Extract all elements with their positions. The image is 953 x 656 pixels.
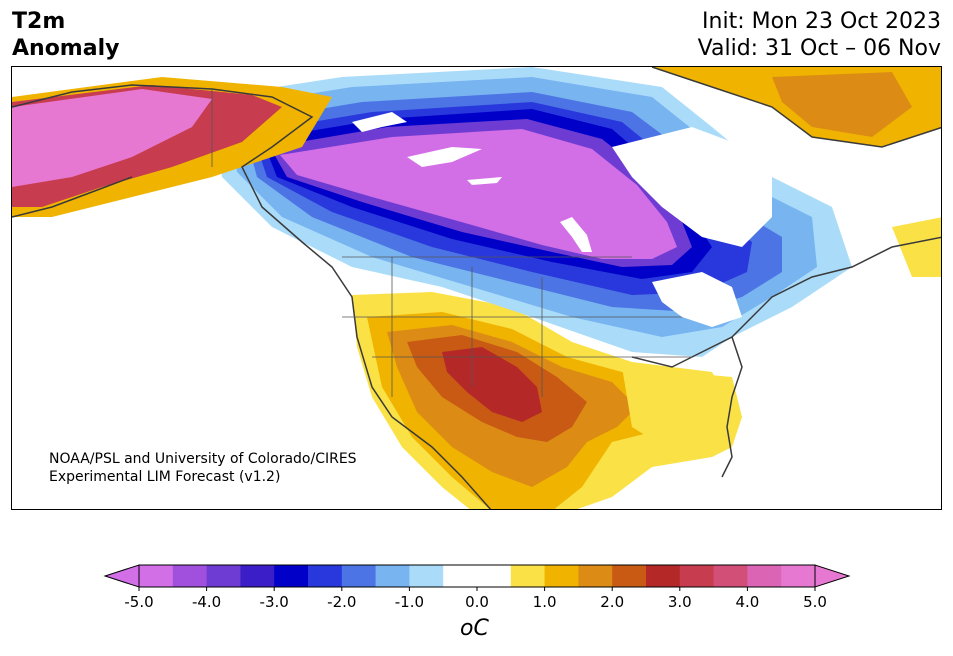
coastlines [12, 67, 941, 509]
colorbar-tick-label: 0.0 [465, 593, 489, 611]
colorbar-cell [240, 565, 275, 587]
forecast-dates: Init: Mon 23 Oct 2023 Valid: 31 Oct – 06… [698, 8, 941, 62]
great-bear-lake [352, 112, 407, 132]
anomaly-map [11, 66, 942, 510]
colorbar-tick-label: 4.0 [735, 593, 759, 611]
southeast-yellow [622, 367, 742, 452]
colorbar-tick-label: -1.0 [395, 593, 424, 611]
colorbar-ticks: -5.0 -4.0 -3.0 -2.0 -1.0 0.0 1.0 2.0 3.0 4.0 5.0 [124, 587, 827, 611]
credit-text: NOAA/PSL and University of Colorado/CIRE… [49, 450, 357, 486]
colorbar-cell [341, 565, 377, 587]
greenland-warm-dark [772, 72, 912, 137]
colorbar-cell [409, 565, 444, 587]
colorbar-cell [713, 565, 748, 587]
colorbar-tick-label: -2.0 [327, 593, 356, 611]
alaska-warm-pink [12, 89, 212, 187]
colorbar-cell [612, 565, 647, 587]
init-date: Init: Mon 23 Oct 2023 [702, 9, 941, 34]
lake-winnipeg [560, 217, 592, 252]
colorbar-cell [544, 565, 579, 587]
colorbar-extend-low [103, 564, 140, 588]
credit-line-1: NOAA/PSL and University of Colorado/CIRE… [49, 451, 357, 467]
colorbar-extend-high [814, 564, 851, 588]
colorbar-cell [443, 565, 478, 587]
colorbar-cell [747, 565, 782, 587]
colorbar-tick-label: 1.0 [533, 593, 557, 611]
colorbar-cells [139, 565, 816, 587]
credit-line-2: Experimental LIM Forecast (v1.2) [49, 469, 281, 485]
colorbar-cell [679, 565, 715, 587]
colorbar: -5.0 -4.0 -3.0 -2.0 -1.0 0.0 1.0 2.0 3.0 4.0 5.0 [103, 564, 851, 611]
great-lakes [652, 272, 742, 327]
colorbar-cell [646, 565, 681, 587]
map-title: T2m Anomaly [12, 8, 119, 62]
colorbar-cell [510, 565, 546, 587]
colorbar-cell [274, 565, 309, 587]
colorbar-cell [477, 565, 512, 587]
east-canada-yellow [892, 217, 941, 277]
political-borders [211, 89, 712, 397]
title-line-2: Anomaly [12, 36, 120, 61]
hudson-bay [612, 127, 772, 247]
colorbar-cell [781, 565, 816, 587]
colorbar-cell [139, 565, 174, 587]
colorbar-cell [172, 565, 208, 587]
colorbar-cell [308, 565, 343, 587]
colorbar-cell [375, 565, 410, 587]
title-line-1: T2m [12, 9, 66, 34]
colorbar-tick-label: -5.0 [124, 593, 153, 611]
warm-anomaly-red [442, 347, 542, 422]
colorbar-cell [206, 565, 241, 587]
lake-athabasca [467, 177, 502, 185]
colorbar-tick-label: -4.0 [192, 593, 221, 611]
colorbar-tick-label: 3.0 [668, 593, 692, 611]
colorbar-tick-label: 5.0 [803, 593, 827, 611]
anomaly-map-svg [12, 67, 941, 509]
valid-date: Valid: 31 Oct – 06 Nov [697, 36, 941, 61]
colorbar-cell [578, 565, 613, 587]
colorbar-tick-label: -3.0 [260, 593, 289, 611]
colorbar-tick-label: 2.0 [600, 593, 624, 611]
great-slave-lake [407, 147, 482, 167]
colorbar-unit: oC [460, 616, 489, 641]
